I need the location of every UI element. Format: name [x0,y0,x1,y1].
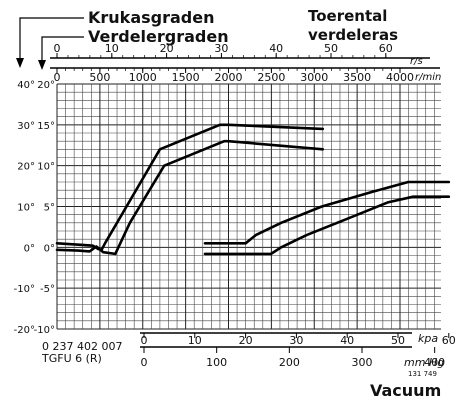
rps-tick-label: 30 [214,42,228,55]
rpm-tick-label: 3000 [300,71,328,84]
crank-tick-label: 10° [17,203,35,214]
mmhg-tick-label: 400 [424,356,445,369]
distributor-tick-label: 5° [44,203,55,214]
series-layer [55,123,451,256]
mmhg-tick-label: 200 [279,356,300,369]
centrifugal-advance-curve-1 [55,123,325,252]
distributor-tick-label: -10° [34,325,55,336]
rps-tick-label: 40 [269,42,283,55]
distributor-arrowhead [38,60,46,70]
rpm-tick-label: 500 [89,71,110,84]
kpa-tick-label: 10 [188,334,202,347]
distributor-shaft-title: verdeleras [308,26,398,44]
rpm-unit-label: r/min [415,72,441,83]
axes-layer: 0 10 20 30 40 50 600 500 1000 1500 2000 2500 3000 350… [14,17,456,369]
kpa-tick-label: 30 [289,334,303,347]
vacuum-title: Vacuum [370,381,441,400]
crank-arrowhead [16,58,24,68]
rpm-tick-label: 1000 [129,71,157,84]
model-label: TGFU 6 (R) [41,352,102,365]
kpa-unit-label: kpa [418,332,438,345]
crank-arrow-line [19,17,84,58]
part-number: 0 237 402 007 [42,340,122,353]
mmhg-unit-label: mm Hg [404,356,444,369]
grid [56,83,441,330]
rps-unit-label: r/s [410,56,423,67]
figure-code: 131 749 [408,370,437,378]
distributor-degrees-label: Verdelergraden [88,27,229,46]
rps-tick-label: 0 [54,42,61,55]
crank-tick-label: -10° [14,284,35,295]
rpm-tick-label: 2500 [257,71,285,84]
speed-title: Toerental [308,7,387,25]
vacuum-advance-curve-4 [203,195,451,256]
distributor-tick-label: -5° [40,284,55,295]
kpa-tick-label: 50 [391,334,405,347]
mmhg-tick-label: 300 [352,356,373,369]
kpa-tick-label: 20 [239,334,253,347]
distributor-tick-label: 0° [44,243,55,254]
distributor-arrow-line [41,36,84,60]
rpm-tick-label: 3500 [343,71,371,84]
kpa-tick-label: 60 [442,334,456,347]
rpm-tick-label: 0 [54,71,61,84]
vacuum-advance-curve-3 [203,180,451,245]
crank-tick-label: 30° [17,121,35,132]
rpm-tick-label: 4000 [386,71,414,84]
distributor-tick-label: 20° [37,80,55,91]
rps-tick-label: 60 [379,42,393,55]
kpa-tick-label: 0 [141,334,148,347]
crank-tick-label: 0° [24,243,35,254]
distributor-tick-label: 10° [37,162,55,173]
crank-degrees-label: Krukasgraden [88,8,214,27]
kpa-tick-label: 40 [340,334,354,347]
rpm-tick-label: 1500 [172,71,200,84]
crank-tick-label: -20° [14,325,35,336]
mmhg-tick-label: 100 [206,356,227,369]
centrifugal-advance-curve-2 [55,139,325,256]
rps-tick-label: 10 [105,42,119,55]
rps-tick-label: 20 [160,42,174,55]
distributor-tick-label: 15° [37,121,55,132]
rps-tick-label: 50 [324,42,338,55]
mmhg-tick-label: 0 [141,356,148,369]
crank-tick-label: 40° [17,80,35,91]
crank-tick-label: 20° [17,162,35,173]
rpm-tick-label: 2000 [215,71,243,84]
